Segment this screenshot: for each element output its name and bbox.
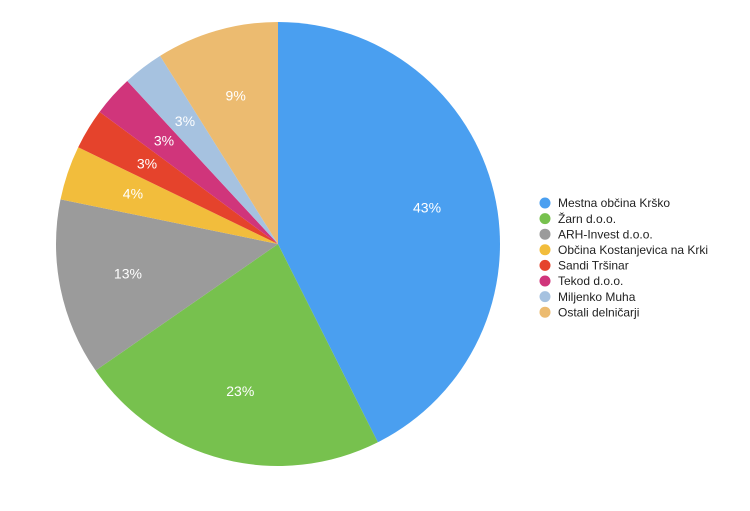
legend-marker	[539, 244, 551, 256]
legend-marker	[539, 197, 551, 209]
slice-label: 13%	[114, 265, 142, 281]
slice-label: 43%	[413, 199, 441, 215]
legend-label: Miljenko Muha	[558, 290, 636, 304]
legend-label: Mestna občina Krško	[558, 196, 670, 210]
legend-marker	[539, 228, 551, 240]
pie-slice	[99, 81, 278, 245]
slice-label: 3%	[137, 155, 157, 171]
legend-label: Tekod d.o.o.	[558, 274, 623, 288]
legend-marker	[539, 306, 551, 318]
pie-slice	[278, 22, 501, 443]
slice-label: 3%	[154, 132, 174, 148]
pie-slice	[60, 147, 279, 244]
legend-marker	[539, 291, 551, 303]
pie-slice	[55, 199, 278, 371]
legend-marker	[539, 275, 551, 287]
legend-marker	[539, 259, 551, 271]
legend-label: Žarn d.o.o.	[558, 211, 616, 226]
slice-label: 23%	[226, 383, 254, 399]
slice-label: 9%	[226, 87, 246, 103]
slice-label: 3%	[175, 113, 195, 129]
pie-slice	[95, 244, 378, 466]
legend-label: Občina Kostanjevica na Krki	[558, 243, 708, 257]
legend-label: ARH-Invest d.o.o.	[558, 227, 653, 241]
legend-label: Ostali delničarji	[558, 305, 639, 319]
pie-slice	[78, 111, 279, 244]
legend-marker	[539, 213, 551, 225]
legend-label: Sandi Tršinar	[558, 259, 629, 273]
pie-slice	[127, 55, 278, 245]
slice-label: 4%	[123, 186, 143, 202]
pie-slice	[160, 22, 278, 244]
